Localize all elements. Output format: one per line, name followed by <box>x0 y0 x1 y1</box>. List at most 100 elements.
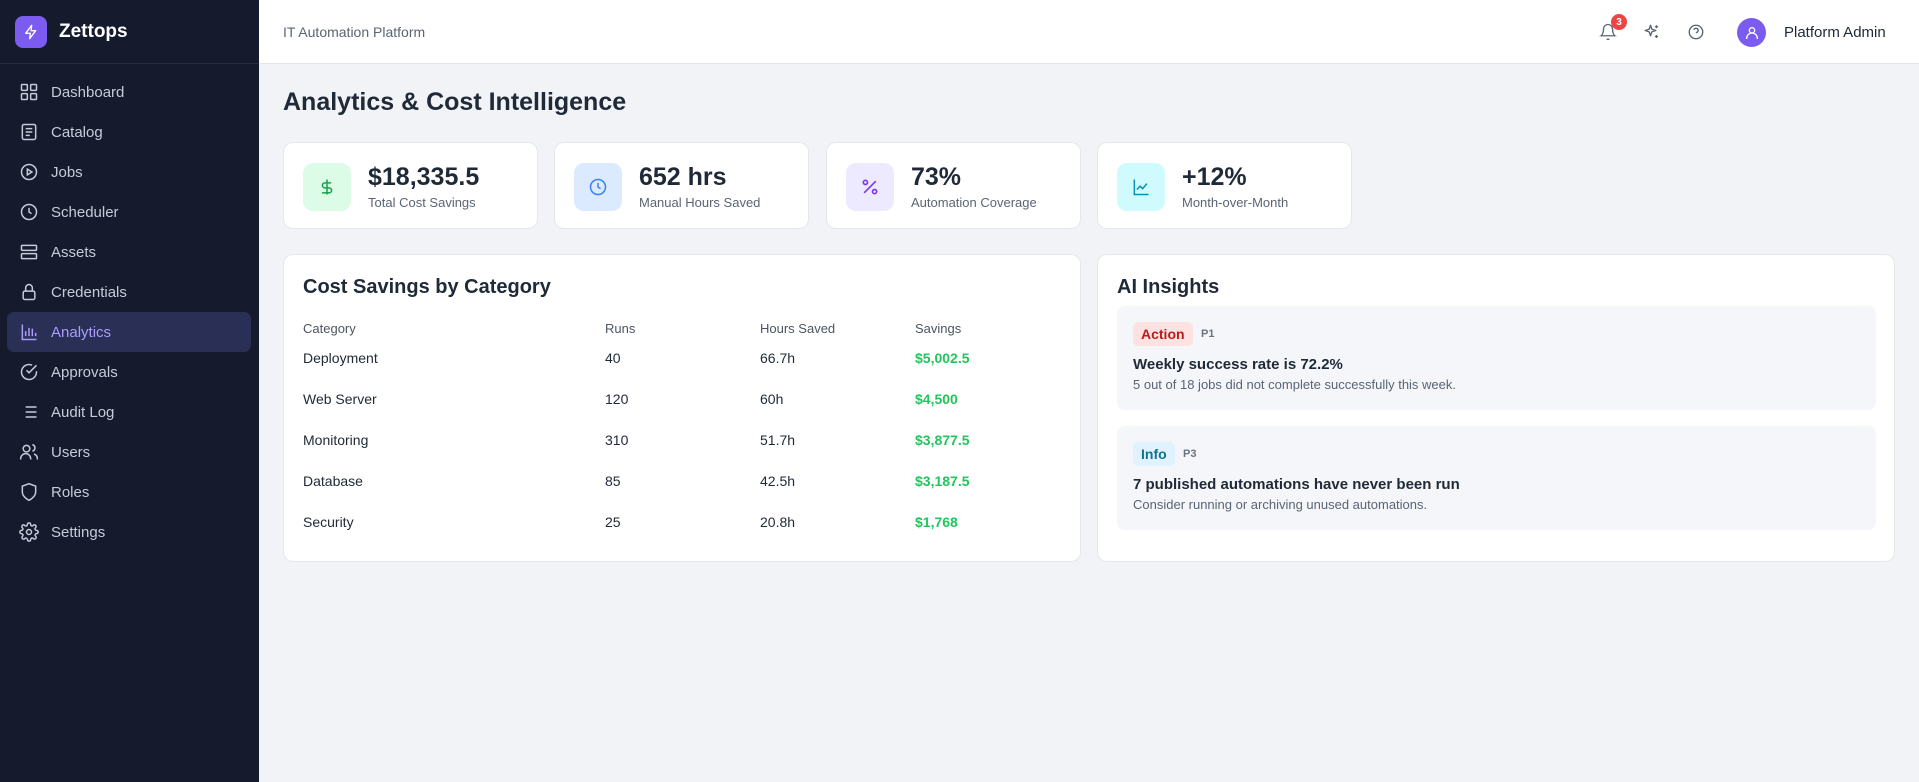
play-circle-icon <box>20 163 38 181</box>
notification-badge: 3 <box>1611 14 1627 30</box>
cell-savings: $3,187.5 <box>915 473 970 489</box>
sidebar-item-label: Analytics <box>51 323 112 341</box>
ai-assistant-button[interactable] <box>1641 21 1663 43</box>
sidebar-item-settings[interactable]: Settings <box>7 512 251 552</box>
cell-category: Security <box>303 514 354 530</box>
sidebar-item-label: Roles <box>51 483 90 501</box>
sidebar-item-users[interactable]: Users <box>7 432 251 472</box>
dollar-icon <box>303 163 351 211</box>
cell-category: Monitoring <box>303 432 369 448</box>
sidebar-nav: Dashboard Catalog Jobs Scheduler Assets … <box>0 64 259 552</box>
user-icon <box>1745 26 1758 39</box>
cell-category: Deployment <box>303 350 378 366</box>
topbar-title: IT Automation Platform <box>283 24 426 40</box>
sidebar-item-roles[interactable]: Roles <box>7 472 251 512</box>
stat-value: 73% <box>911 163 962 191</box>
insight-card[interactable]: Action P1 Weekly success rate is 72.2% 5… <box>1117 306 1876 410</box>
cell-savings: $3,877.5 <box>915 432 970 448</box>
sidebar-item-jobs[interactable]: Jobs <box>7 152 251 192</box>
cell-hours: 51.7h <box>760 432 796 448</box>
sidebar: Zettops Dashboard Catalog Jobs Scheduler… <box>0 0 259 782</box>
column-header-hours-saved: Hours Saved <box>760 321 836 336</box>
clock-icon <box>574 163 622 211</box>
users-icon <box>19 443 39 460</box>
insight-card[interactable]: Info P3 7 published automations have nev… <box>1117 426 1876 530</box>
stat-card-month-over-month: +12% Month-over-Month <box>1097 142 1352 229</box>
cell-hours: 66.7h <box>760 350 796 366</box>
cost-savings-panel: Cost Savings by Category Category Runs H… <box>283 254 1081 562</box>
sidebar-item-assets[interactable]: Assets <box>7 232 251 272</box>
percent-icon <box>846 163 894 211</box>
grid-icon <box>20 83 38 101</box>
trending-up-icon <box>1117 163 1165 211</box>
help-button[interactable] <box>1685 21 1707 43</box>
sidebar-item-label: Dashboard <box>51 83 125 101</box>
sidebar-item-label: Jobs <box>51 163 83 181</box>
cell-category: Database <box>303 473 363 489</box>
column-header-runs: Runs <box>605 321 636 336</box>
insight-description: 5 out of 18 jobs did not complete succes… <box>1133 377 1457 392</box>
insight-title: Weekly success rate is 72.2% <box>1133 356 1343 373</box>
sidebar-item-label: Users <box>51 443 91 461</box>
sidebar-item-scheduler[interactable]: Scheduler <box>7 192 251 232</box>
insight-title: 7 published automations have never been … <box>1133 476 1460 493</box>
sidebar-item-label: Approvals <box>51 363 118 381</box>
cell-runs: 25 <box>605 514 621 530</box>
column-header-category: Category <box>303 321 356 336</box>
brand-name: Zettops <box>59 20 128 42</box>
help-circle-icon <box>1688 24 1704 40</box>
bell-icon <box>1599 23 1617 41</box>
stat-value: 652 hrs <box>639 163 727 191</box>
cell-savings: $5,002.5 <box>915 350 970 366</box>
avatar[interactable] <box>1737 18 1766 47</box>
topbar: IT Automation Platform 3 Platform Admin <box>259 0 1919 64</box>
shield-icon <box>21 482 37 502</box>
sidebar-item-label: Scheduler <box>51 203 119 221</box>
book-icon <box>21 123 37 141</box>
stat-card-cost-savings: $18,335.5 Total Cost Savings <box>283 142 538 229</box>
column-header-savings: Savings <box>915 321 962 336</box>
sidebar-item-catalog[interactable]: Catalog <box>7 112 251 152</box>
sidebar-item-label: Audit Log <box>51 403 115 421</box>
page-title: Analytics & Cost Intelligence <box>283 88 627 116</box>
sidebar-item-label: Assets <box>51 243 97 261</box>
brand[interactable]: Zettops <box>0 0 259 64</box>
stat-label: Total Cost Savings <box>368 195 476 210</box>
server-icon <box>20 244 38 260</box>
cell-runs: 120 <box>605 391 629 407</box>
sidebar-item-label: Settings <box>51 523 106 541</box>
stat-value: +12% <box>1182 163 1247 191</box>
insight-priority: P3 <box>1183 448 1197 460</box>
bolt-icon <box>15 15 47 48</box>
insight-tag: Action <box>1133 322 1193 346</box>
notifications-button[interactable]: 3 <box>1597 14 1627 43</box>
sidebar-item-audit-log[interactable]: Audit Log <box>7 392 251 432</box>
stat-label: Month-over-Month <box>1182 195 1289 210</box>
insight-priority: P1 <box>1201 328 1215 340</box>
cell-savings: $4,500 <box>915 391 958 407</box>
sidebar-item-credentials[interactable]: Credentials <box>7 272 251 312</box>
sidebar-item-label: Catalog <box>51 123 103 141</box>
list-icon <box>21 406 37 418</box>
stat-label: Manual Hours Saved <box>639 195 761 210</box>
cell-savings: $1,768 <box>915 514 958 530</box>
sidebar-item-dashboard[interactable]: Dashboard <box>7 72 251 112</box>
stat-value: $18,335.5 <box>368 163 480 191</box>
cell-runs: 40 <box>605 350 621 366</box>
sidebar-item-analytics[interactable]: Analytics <box>7 312 251 352</box>
panel-title: AI Insights <box>1117 276 1220 298</box>
cell-category: Web Server <box>303 391 377 407</box>
stat-label: Automation Coverage <box>911 195 1037 210</box>
cell-hours: 60h <box>760 391 784 407</box>
stat-card-hours-saved: 652 hrs Manual Hours Saved <box>554 142 809 229</box>
insight-description: Consider running or archiving unused aut… <box>1133 497 1428 512</box>
ai-insights-panel: AI Insights Action P1 Weekly success rat… <box>1097 254 1895 562</box>
sidebar-item-approvals[interactable]: Approvals <box>7 352 251 392</box>
clock-icon <box>20 203 38 221</box>
cell-hours: 42.5h <box>760 473 796 489</box>
sparkles-icon <box>1644 24 1658 38</box>
bar-chart-icon <box>21 324 37 341</box>
check-circle-icon <box>20 363 38 381</box>
sidebar-item-label: Credentials <box>51 283 127 301</box>
user-name[interactable]: Platform Admin <box>1784 24 1886 41</box>
